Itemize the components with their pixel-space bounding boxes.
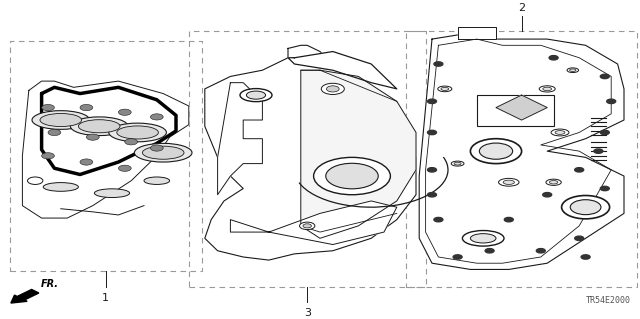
Polygon shape: [22, 81, 189, 218]
Text: TR54E2000: TR54E2000: [586, 296, 630, 305]
Ellipse shape: [43, 182, 79, 191]
Circle shape: [600, 186, 609, 191]
Text: FR.: FR.: [40, 279, 58, 289]
Circle shape: [600, 74, 609, 78]
Text: 2: 2: [518, 3, 525, 13]
Ellipse shape: [546, 179, 561, 185]
Ellipse shape: [462, 231, 504, 246]
Ellipse shape: [142, 146, 184, 159]
Ellipse shape: [144, 177, 170, 184]
Ellipse shape: [479, 143, 513, 159]
Ellipse shape: [567, 68, 579, 72]
Bar: [477, 95, 554, 126]
Circle shape: [504, 218, 513, 222]
Ellipse shape: [79, 120, 120, 133]
Ellipse shape: [326, 163, 378, 189]
Polygon shape: [419, 33, 624, 270]
Circle shape: [303, 224, 312, 228]
Circle shape: [326, 86, 339, 92]
Circle shape: [42, 104, 54, 111]
Ellipse shape: [246, 91, 266, 99]
Polygon shape: [458, 26, 496, 39]
Polygon shape: [301, 70, 416, 238]
Circle shape: [300, 222, 315, 230]
Circle shape: [86, 134, 99, 140]
Circle shape: [453, 255, 462, 259]
Ellipse shape: [240, 89, 272, 102]
Text: 3: 3: [304, 308, 310, 318]
Circle shape: [600, 130, 609, 135]
Ellipse shape: [454, 162, 461, 165]
Ellipse shape: [451, 161, 464, 166]
Circle shape: [150, 145, 163, 151]
Text: 1: 1: [102, 293, 109, 303]
Circle shape: [428, 168, 436, 172]
Ellipse shape: [438, 86, 452, 92]
Ellipse shape: [470, 139, 522, 164]
Ellipse shape: [32, 111, 90, 130]
Circle shape: [543, 193, 552, 197]
Ellipse shape: [499, 178, 519, 186]
Ellipse shape: [549, 181, 558, 184]
Ellipse shape: [40, 114, 82, 127]
Circle shape: [42, 153, 54, 159]
Circle shape: [607, 99, 616, 104]
Ellipse shape: [117, 126, 159, 139]
Circle shape: [125, 139, 138, 145]
Circle shape: [48, 130, 61, 136]
Ellipse shape: [95, 189, 130, 197]
Circle shape: [549, 56, 558, 60]
Polygon shape: [496, 95, 547, 120]
Ellipse shape: [314, 157, 390, 195]
Ellipse shape: [551, 129, 569, 136]
Circle shape: [575, 236, 584, 241]
Circle shape: [80, 159, 93, 165]
Ellipse shape: [70, 117, 128, 136]
Circle shape: [536, 249, 545, 253]
Circle shape: [485, 249, 494, 253]
Circle shape: [428, 130, 436, 135]
Polygon shape: [288, 52, 397, 89]
Circle shape: [581, 255, 590, 259]
Circle shape: [434, 218, 443, 222]
Polygon shape: [218, 83, 262, 195]
Ellipse shape: [555, 130, 565, 134]
Polygon shape: [205, 45, 416, 260]
Ellipse shape: [570, 200, 601, 215]
Ellipse shape: [470, 234, 496, 243]
Ellipse shape: [503, 180, 515, 184]
Circle shape: [594, 149, 603, 153]
Circle shape: [80, 104, 93, 111]
FancyArrow shape: [11, 289, 39, 303]
Circle shape: [118, 109, 131, 115]
Circle shape: [428, 99, 436, 104]
Circle shape: [428, 193, 436, 197]
Polygon shape: [230, 201, 397, 245]
Circle shape: [28, 177, 43, 184]
Ellipse shape: [441, 87, 449, 90]
Bar: [10, 41, 202, 271]
Ellipse shape: [540, 86, 556, 92]
Bar: [189, 31, 426, 286]
Circle shape: [118, 165, 131, 171]
Circle shape: [321, 83, 344, 94]
Circle shape: [575, 168, 584, 172]
Circle shape: [434, 62, 443, 66]
Ellipse shape: [570, 69, 576, 71]
Ellipse shape: [109, 123, 166, 142]
Ellipse shape: [543, 87, 552, 91]
Circle shape: [150, 114, 163, 120]
Bar: [406, 31, 637, 286]
Ellipse shape: [134, 143, 192, 162]
Ellipse shape: [562, 196, 609, 219]
